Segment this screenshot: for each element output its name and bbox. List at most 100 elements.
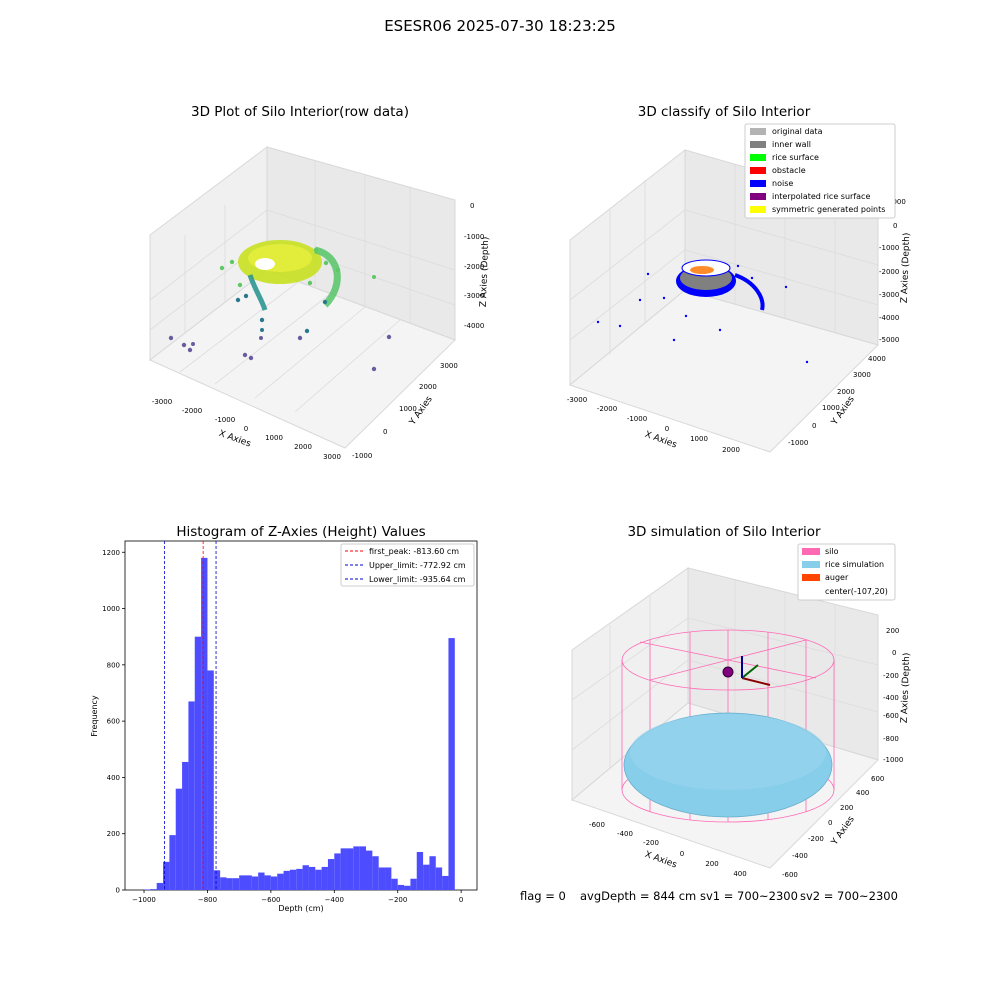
legend-label-rice-simulation: rice simulation (825, 560, 884, 569)
histogram-bar (245, 875, 252, 890)
histogram-bar (404, 885, 411, 890)
histogram-bar (175, 788, 183, 890)
raw-3d-y-ticks: -1000 0 1000 2000 3000 (352, 362, 458, 460)
svg-text:2000: 2000 (294, 443, 312, 451)
svg-text:400: 400 (733, 870, 746, 878)
status-avg-depth: avgDepth = 844 cm (580, 889, 696, 903)
histogram-bar (448, 638, 455, 890)
legend-label-lower-limit: Lower_limit: -935.64 cm (369, 575, 466, 584)
svg-text:-400: -400 (883, 694, 899, 702)
histogram-bar (220, 877, 227, 890)
histogram-x-tick-label: −1000 (132, 896, 156, 904)
legend-swatch-obstacle (750, 167, 766, 174)
panel-classify-3d: 3D classify of Silo Interior -3000 (567, 104, 912, 454)
histogram-bar (315, 869, 322, 890)
histogram-bar (283, 870, 290, 890)
histogram-bar (296, 868, 303, 890)
histogram-bar (334, 853, 341, 890)
svg-text:-600: -600 (782, 871, 798, 879)
svg-text:-3000: -3000 (567, 396, 587, 404)
histogram-bar (308, 866, 316, 890)
simulation-3d-legend: silo rice simulation auger center(-107,2… (797, 543, 896, 601)
legend-swatch-auger (802, 574, 820, 581)
histogram-bar (397, 884, 405, 890)
histogram-bar (232, 878, 240, 890)
svg-text:0: 0 (244, 425, 248, 433)
auger-marker (722, 656, 771, 686)
svg-text:1000: 1000 (822, 404, 840, 412)
svg-text:-1000: -1000 (788, 439, 808, 447)
histogram-xlabel: Depth (cm) (278, 904, 323, 913)
raw-3d-zlabel: Z Axies (Depth) (479, 237, 491, 308)
histogram-bar (410, 878, 417, 890)
panel-simulation-3d: 3D simulation of Silo Interior (570, 524, 912, 879)
svg-text:3000: 3000 (323, 453, 341, 461)
simulation-3d-zlabel: Z Axies (Depth) (900, 653, 912, 724)
legend-swatch-rice-simulation (802, 561, 820, 568)
simulation-3d-y-ticks: -600 -400 -200 0 200 400 600 (782, 775, 884, 879)
classify-3d-y-ticks: -1000 0 1000 2000 3000 4000 (788, 355, 886, 447)
svg-text:-200: -200 (643, 839, 659, 847)
legend-swatch-noise (750, 180, 766, 187)
histogram-legend: first_peak: -813.60 cm Upper_limit: -772… (340, 543, 475, 587)
histogram-y-tick-label: 800 (107, 661, 120, 669)
histogram-bar (277, 873, 284, 890)
histogram-bar (429, 856, 436, 890)
histogram-x-tick-label: −200 (388, 896, 407, 904)
histogram-bar (378, 867, 386, 890)
classify-3d-zlabel: Z Axies (Depth) (900, 233, 912, 304)
legend-swatch-symmetric (750, 206, 766, 213)
svg-text:1000: 1000 (265, 434, 283, 442)
legend-swatch-inner-wall (750, 141, 766, 148)
svg-text:-1000: -1000 (883, 756, 903, 764)
svg-text:0: 0 (680, 850, 684, 858)
svg-text:4000: 4000 (868, 355, 886, 363)
histogram-bar (213, 870, 221, 890)
legend-label-silo: silo (825, 547, 839, 556)
svg-text:200: 200 (886, 627, 899, 635)
svg-text:-4000: -4000 (464, 322, 484, 330)
raw-3d-title: 3D Plot of Silo Interior(row data) (191, 104, 409, 120)
histogram-y-tick-label: 1000 (102, 605, 120, 613)
svg-text:-3000: -3000 (152, 398, 172, 406)
histogram-bar (251, 876, 259, 890)
legend-label-first-peak: first_peak: -813.60 cm (369, 547, 459, 556)
raw-3d-points (168, 240, 392, 372)
simulation-3d-gridlines (571, 580, 879, 768)
histogram-bar (346, 848, 354, 890)
histogram-x-ticks: −1000 −800 −600 −400 −200 0 (132, 890, 463, 904)
legend-swatch-silo (802, 548, 820, 555)
histogram-bar (264, 875, 271, 890)
histogram-title: Histogram of Z-Axies (Height) Values (176, 524, 425, 540)
svg-text:-800: -800 (883, 735, 899, 743)
histogram-bar (442, 875, 449, 890)
histogram-x-tick-label: 0 (459, 896, 463, 904)
svg-text:0: 0 (383, 428, 387, 436)
legend-label-upper-limit: Upper_limit: -772.92 cm (369, 561, 466, 570)
svg-text:0: 0 (470, 202, 474, 210)
histogram-y-tick-label: 400 (107, 774, 120, 782)
svg-text:-2000: -2000 (597, 405, 617, 413)
svg-text:2000: 2000 (837, 388, 855, 396)
svg-text:0: 0 (893, 222, 897, 230)
legend-label-auger: auger (825, 573, 849, 582)
svg-text:-400: -400 (792, 852, 808, 860)
histogram-bars (144, 557, 455, 890)
svg-text:-400: -400 (617, 830, 633, 838)
simulation-3d-x-ticks: -600 -400 -200 0 200 400 (589, 821, 747, 878)
svg-text:400: 400 (856, 789, 869, 797)
legend-label-rice-surface: rice surface (772, 153, 819, 162)
simulation-3d-z-ticks: 200 0 -200 -400 -600 -800 -1000 (883, 627, 903, 764)
svg-text:1000: 1000 (690, 435, 708, 443)
histogram-bar (182, 761, 189, 890)
svg-text:-3000: -3000 (464, 292, 484, 300)
classify-3d-points (596, 259, 809, 364)
histogram-bar (194, 636, 202, 890)
histogram-bar (289, 869, 297, 890)
classify-3d-z-ticks: 1000 0 -1000 -2000 -3000 -4000 -5000 (879, 198, 906, 344)
histogram-bar (391, 878, 398, 890)
svg-text:3000: 3000 (853, 371, 871, 379)
legend-label-inner-wall: inner wall (772, 140, 811, 149)
legend-label-noise: noise (772, 179, 793, 188)
